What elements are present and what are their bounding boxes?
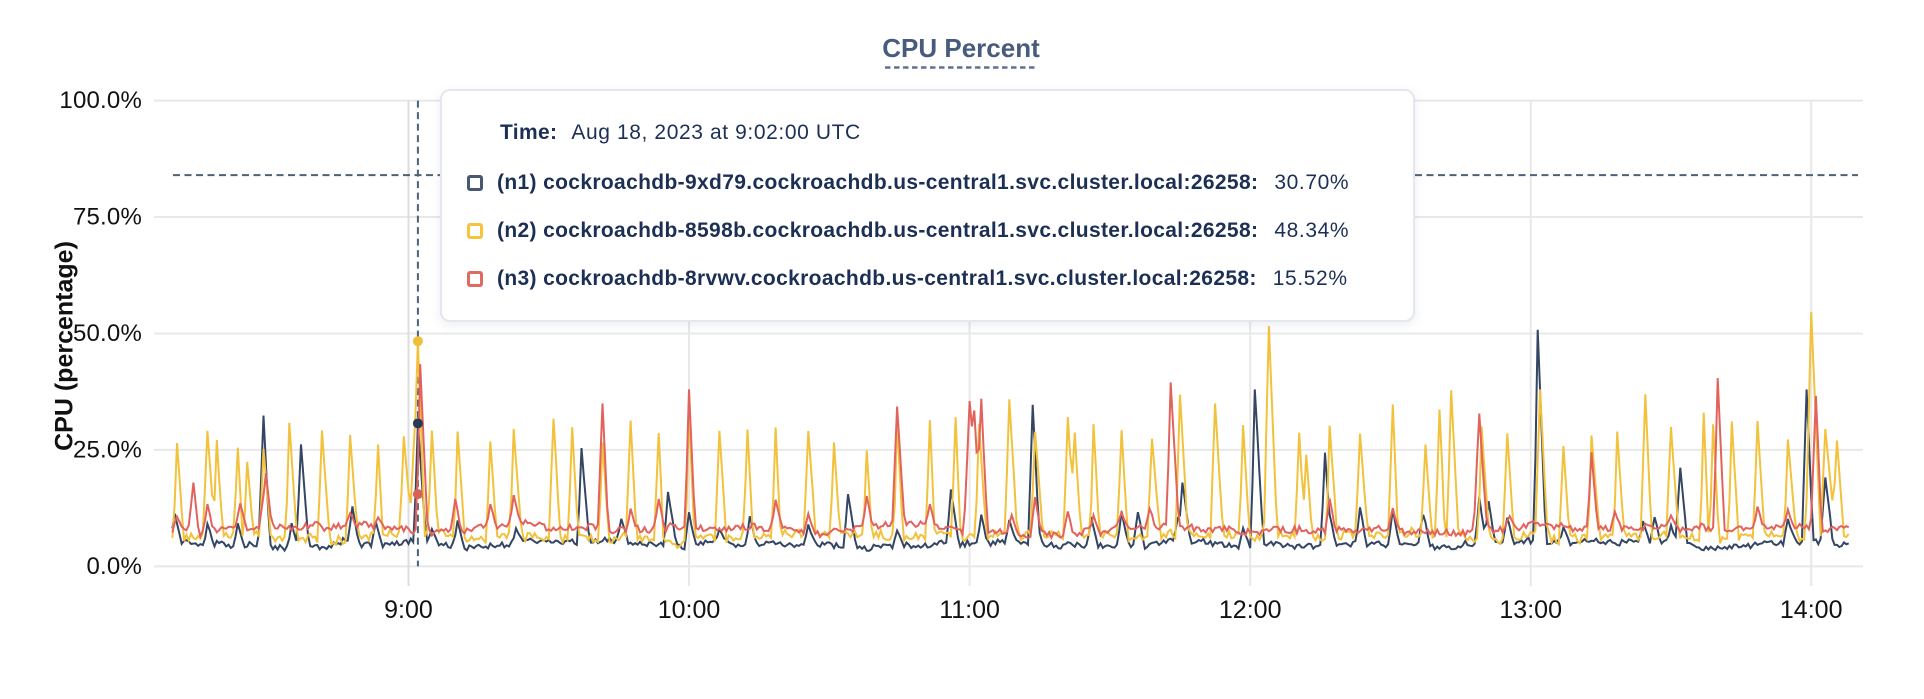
svg-text:11:00: 11:00 [939,596,1000,624]
svg-text:0.0%: 0.0% [86,553,142,580]
svg-text:13:00: 13:00 [1499,596,1562,624]
svg-text:50.0%: 50.0% [73,320,142,347]
svg-text:14:00: 14:00 [1780,596,1843,624]
svg-text:10:00: 10:00 [658,596,721,624]
svg-text:CPU (percentage): CPU (percentage) [51,241,79,451]
svg-text:25.0%: 25.0% [73,436,142,463]
svg-text:75.0%: 75.0% [73,204,142,231]
svg-text:100.0%: 100.0% [59,87,142,114]
svg-text:12:00: 12:00 [1219,596,1282,624]
svg-text:CPU Percent: CPU Percent [882,33,1040,63]
svg-text:9:00: 9:00 [384,596,433,624]
